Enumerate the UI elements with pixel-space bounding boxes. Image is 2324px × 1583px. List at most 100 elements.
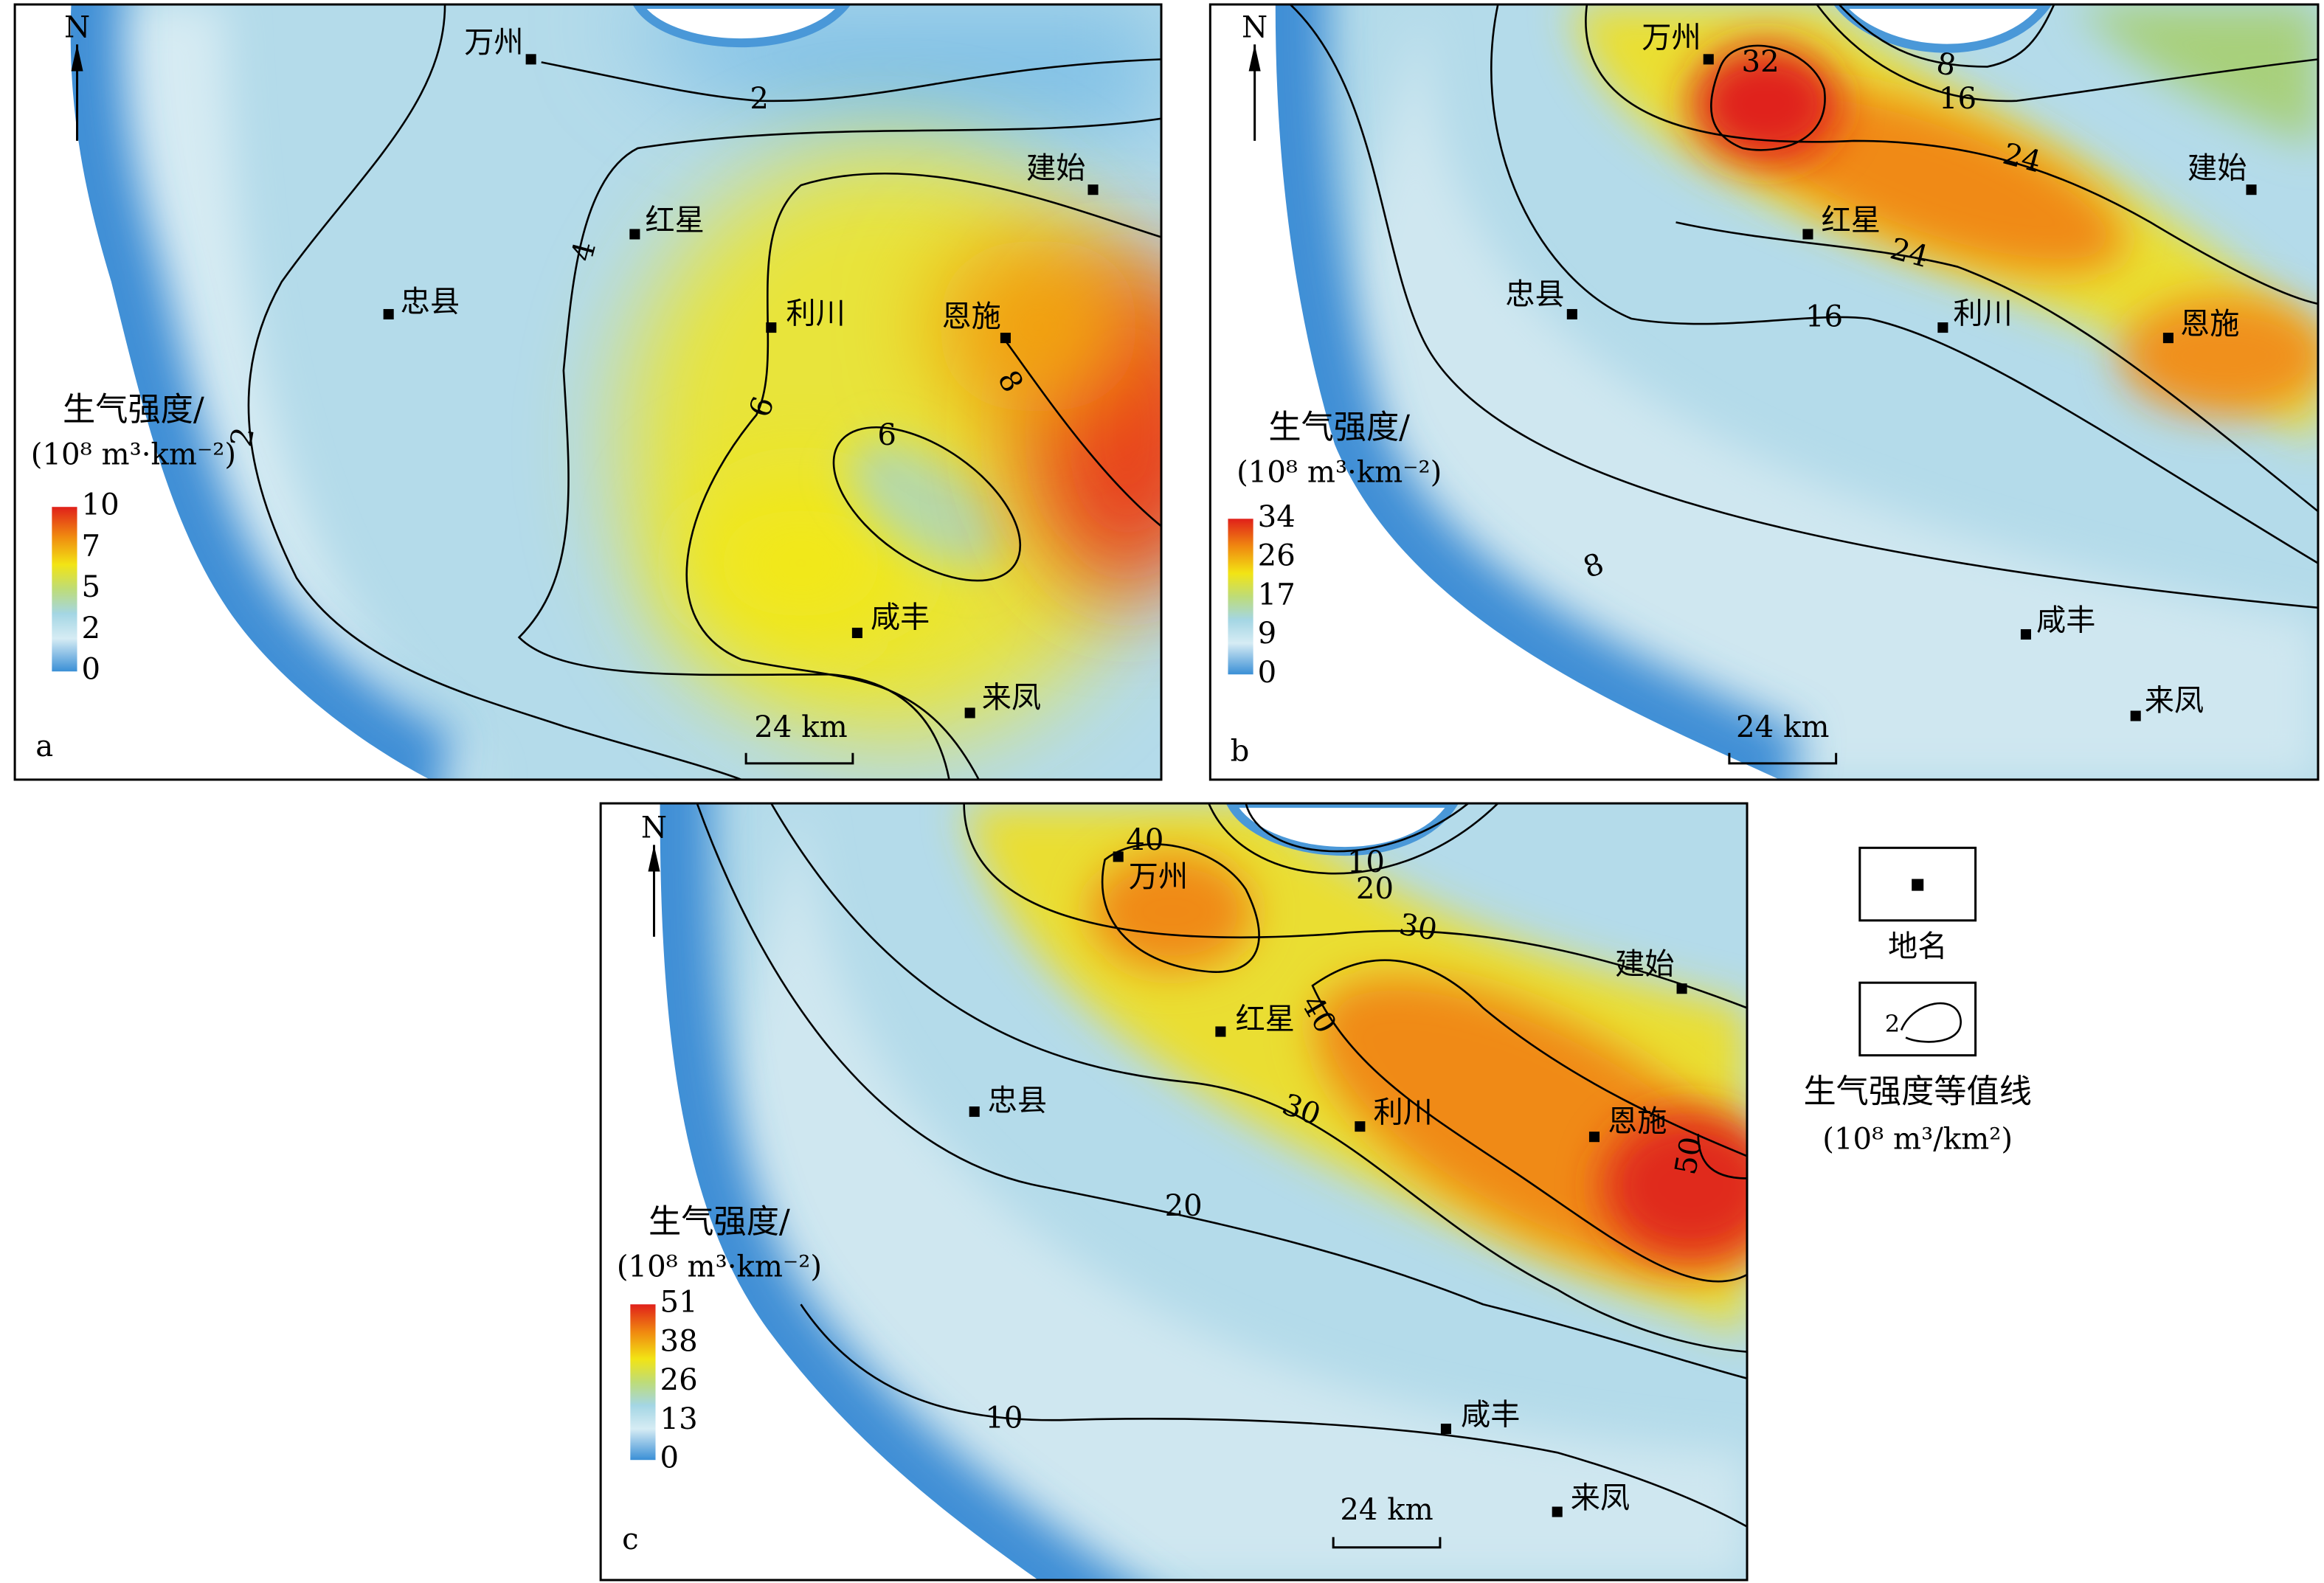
place-name: 恩施 [1608, 1105, 1667, 1139]
place-marker [383, 308, 394, 320]
place-name: 利川 [786, 297, 845, 330]
panel-letter: b [1231, 734, 1250, 768]
colorbar [630, 1304, 656, 1461]
place-marker [766, 322, 777, 333]
place-name: 忠县 [1505, 277, 1564, 311]
colorbar-tick-label: 7 [82, 529, 101, 563]
colorbar-tick-label: 9 [1258, 617, 1277, 651]
panel-letter: c [622, 1523, 639, 1556]
map-a [15, 4, 1161, 780]
legend-unit: (10⁸ m³/km²) [1822, 1123, 2013, 1157]
contour-symbol [1900, 1002, 1962, 1043]
place-marker [1937, 322, 1948, 333]
legend-title: 生气强度/ [63, 391, 204, 429]
contour-label: 32 [1742, 45, 1780, 79]
legend-label: 生气强度等值线 [1803, 1073, 2031, 1110]
legend-box [1858, 981, 1977, 1057]
contour-label: 30 [1397, 907, 1439, 947]
contour-label: 6 [877, 418, 896, 452]
place-marker [1802, 229, 1813, 240]
north-arrow-head [1248, 44, 1261, 72]
place-name: 万州 [1642, 21, 1701, 55]
colorbar-tick-label: 26 [660, 1363, 698, 1397]
scale-bar [1728, 752, 1838, 765]
place-name: 红星 [645, 204, 704, 238]
place-name: 来凤 [2145, 684, 2204, 718]
place-name: 来凤 [982, 681, 1041, 715]
place-name: 利川 [1953, 297, 2012, 330]
place-marker [629, 229, 640, 240]
place-marker [1588, 1132, 1600, 1143]
place-name: 咸丰 [871, 600, 930, 634]
place-name: 咸丰 [1461, 1398, 1520, 1432]
place-marker [851, 627, 862, 639]
contour-example: 2 [1885, 1010, 1900, 1038]
contour-label: 50 [1669, 1135, 1709, 1177]
contour-label: 20 [1356, 872, 1394, 906]
place-marker [964, 707, 975, 718]
colorbar [52, 507, 77, 672]
legend-label: 地名 [1888, 929, 1947, 963]
place-marker [1552, 1506, 1563, 1517]
place-marker [1215, 1026, 1226, 1037]
contour-label: 10 [985, 1401, 1023, 1435]
colorbar-tick-label: 0 [660, 1441, 679, 1475]
panel-letter: a [35, 730, 53, 763]
place-name: 恩施 [941, 300, 1000, 334]
colorbar [1228, 519, 1253, 675]
colorbar-tick-label: 34 [1258, 500, 1296, 534]
place-name: 来凤 [1571, 1481, 1630, 1515]
colorbar-tick-label: 17 [1258, 578, 1296, 612]
place-marker [1000, 333, 1011, 344]
place-name: 建始 [1615, 948, 1674, 982]
place-marker [1566, 308, 1577, 320]
scale-bar [1332, 1537, 1442, 1549]
panel-frame [599, 802, 1749, 1582]
colorbar-tick-label: 13 [660, 1402, 698, 1436]
place-name: 利川 [1373, 1096, 1432, 1130]
place-name: 恩施 [2180, 308, 2239, 342]
contour-label: 20 [1165, 1189, 1203, 1223]
map-b [1210, 4, 2318, 780]
place-marker [525, 54, 536, 65]
colorbar-tick-label: 5 [82, 570, 101, 604]
colorbar-tick-label: 26 [1258, 539, 1296, 573]
colorbar-tick-label: 51 [660, 1286, 698, 1320]
legend-title: 生气强度/ [1268, 409, 1410, 446]
place-name: 忠县 [988, 1084, 1047, 1118]
north-arrow-head [71, 44, 83, 72]
place-marker [2162, 333, 2173, 344]
contour-label: 2 [750, 82, 769, 116]
colorbar-tick-label: 0 [82, 653, 101, 687]
legend-title: 生气强度/ [649, 1203, 790, 1241]
scale-bar-label: 24 km [1736, 710, 1829, 744]
scale-bar-label: 24 km [754, 710, 847, 744]
north-label: N [641, 811, 667, 845]
place-name: 万州 [1129, 860, 1188, 894]
place-name: 红星 [1236, 1002, 1295, 1036]
colorbar-tick-label: 38 [660, 1324, 698, 1358]
place-name: 咸丰 [2036, 603, 2095, 637]
legend: 地名 2 生气强度等值线 (10⁸ m³/km²) [1803, 846, 2032, 1157]
place-marker [1087, 184, 1099, 195]
scale-bar-label: 24 km [1340, 1493, 1433, 1527]
legend-unit: (10⁸ m³·km⁻²) [31, 437, 236, 471]
place-name: 忠县 [401, 285, 460, 319]
legend-unit: (10⁸ m³·km⁻²) [617, 1250, 822, 1284]
contour-label: 10 [1347, 845, 1385, 879]
panel-frame [1208, 3, 2320, 781]
map-c [601, 803, 1748, 1580]
place-name: 建始 [2188, 152, 2247, 186]
colorbar-tick-label: 10 [82, 488, 120, 522]
place-marker [969, 1106, 980, 1118]
panel-frame [13, 3, 1163, 781]
contour-label: 16 [1939, 82, 1977, 116]
place-name: 万州 [464, 26, 523, 60]
north-label: N [64, 11, 90, 45]
north-label: N [1242, 11, 1268, 45]
place-marker [2020, 628, 2031, 640]
place-marker [1676, 983, 1687, 994]
place-name: 建始 [1026, 152, 1085, 186]
place-marker [1703, 54, 1714, 65]
